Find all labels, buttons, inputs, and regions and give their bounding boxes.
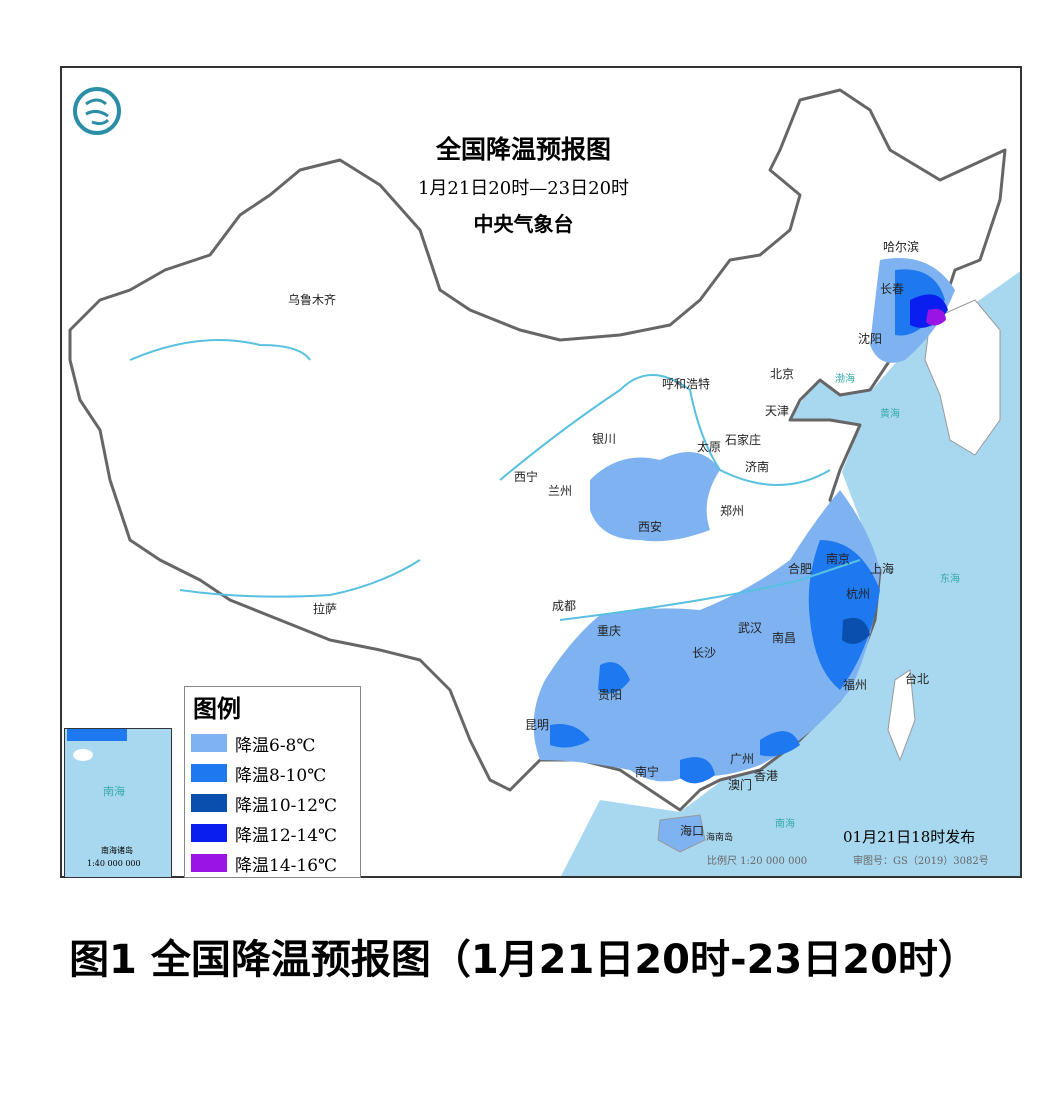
legend-swatch — [191, 734, 227, 752]
legend-item: 降温6-8℃ — [191, 728, 360, 758]
inset-hainan — [73, 749, 93, 761]
legend-label: 降温6-8℃ — [235, 735, 316, 756]
legend: 图例 降温6-8℃ 降温8-10℃ 降温10-12℃ 降温12-14℃ 降温14… — [184, 686, 361, 878]
city-label: 太原 — [697, 440, 722, 454]
city-label: 合肥 — [788, 562, 813, 576]
city-label: 南京 — [826, 552, 851, 566]
city-label: 香港 — [754, 769, 779, 783]
city-label: 银川 — [592, 432, 617, 446]
korea-land — [924, 299, 1001, 456]
map-approval: 审图号：GS（2019）3082号 — [853, 856, 989, 867]
legend-swatch — [191, 764, 227, 782]
city-label: 兰州 — [548, 484, 573, 498]
city-label: 海口 — [680, 824, 705, 838]
sea-label: 渤海 — [835, 374, 855, 385]
legend-item: 降温14-16℃ — [191, 848, 360, 878]
city-label: 长沙 — [692, 646, 717, 660]
map-period: 1月21日20时—23日20时 — [417, 178, 630, 199]
inset-sea-label: 南海 — [103, 785, 125, 798]
cooling-10-12 — [842, 617, 870, 644]
south-china-sea-inset: 南海 南海诸岛 1:40 000 000 — [64, 728, 172, 878]
figure-caption: 图1 全国降温预报图（1月21日20时-23日20时） — [69, 937, 978, 983]
legend-label: 降温8-10℃ — [235, 765, 327, 786]
city-label: 昆明 — [525, 718, 550, 732]
legend-title: 图例 — [193, 695, 241, 723]
city-label: 乌鲁木齐 — [288, 293, 337, 307]
city-label: 武汉 — [738, 621, 763, 635]
legend-item: 降温12-14℃ — [191, 818, 360, 848]
island-label: 海南岛 — [706, 833, 734, 843]
inset-cooling-area — [67, 729, 127, 741]
city-label: 成都 — [552, 599, 577, 613]
city-label: 郑州 — [720, 504, 745, 518]
sea-label: 南海 — [775, 819, 795, 830]
map-scale: 比例尺 1:20 000 000 — [707, 856, 808, 867]
legend-swatch — [191, 794, 227, 812]
city-label: 上海 — [870, 562, 895, 576]
city-label: 贵阳 — [598, 688, 623, 702]
city-label: 石家庄 — [725, 433, 762, 447]
city-label: 重庆 — [597, 624, 622, 638]
map-issuer: 中央气象台 — [473, 212, 574, 236]
city-label: 福州 — [843, 678, 868, 692]
city-label: 沈阳 — [858, 332, 883, 346]
city-label: 济南 — [745, 460, 770, 474]
hainan-island — [657, 814, 706, 853]
city-label: 北京 — [770, 367, 795, 381]
city-label: 西安 — [638, 520, 663, 534]
city-label: 呼和浩特 — [662, 377, 711, 391]
city-label: 长春 — [880, 282, 905, 296]
sea-label: 东海 — [940, 574, 960, 585]
legend-item: 降温8-10℃ — [191, 758, 360, 788]
city-label: 台北 — [905, 672, 930, 686]
cooling-14-16 — [926, 308, 946, 326]
cma-logo-icon — [73, 87, 121, 135]
city-label: 澳门 — [728, 778, 753, 792]
legend-label: 降温14-16℃ — [235, 855, 338, 876]
legend-item: 降温10-12℃ — [191, 788, 360, 818]
rivers — [129, 339, 861, 621]
city-label: 拉萨 — [313, 602, 338, 616]
sea-label: 黄海 — [880, 409, 900, 420]
taiwan-island — [887, 669, 916, 762]
legend-swatch — [191, 824, 227, 842]
inset-scale: 1:40 000 000 — [87, 859, 141, 868]
city-label: 杭州 — [846, 587, 871, 601]
legend-label: 降温10-12℃ — [235, 795, 338, 816]
inset-title: 南海诸岛 — [101, 846, 133, 855]
city-label: 广州 — [730, 752, 755, 766]
city-label: 西宁 — [514, 470, 539, 484]
map-title: 全国降温预报图 — [435, 135, 611, 164]
city-label: 天津 — [765, 404, 790, 418]
city-label: 南昌 — [772, 631, 797, 645]
legend-label: 降温12-14℃ — [235, 825, 338, 846]
city-label: 南宁 — [635, 765, 660, 779]
issue-time: 01月21日18时发布 — [843, 828, 976, 846]
legend-swatch — [191, 854, 227, 872]
cooling-8-10 — [550, 269, 945, 784]
city-label: 哈尔滨 — [883, 240, 920, 254]
